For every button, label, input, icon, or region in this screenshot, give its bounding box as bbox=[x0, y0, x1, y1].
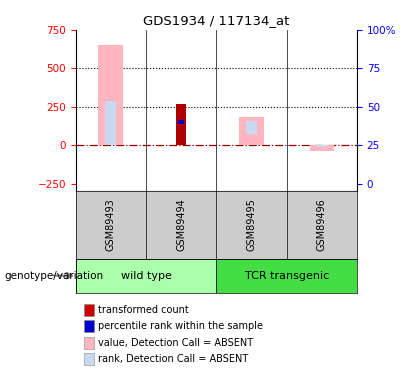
Bar bbox=[317, 145, 327, 147]
Bar bbox=[310, 145, 334, 150]
Text: genotype/variation: genotype/variation bbox=[4, 271, 103, 280]
Text: transformed count: transformed count bbox=[98, 305, 189, 315]
Text: GSM89494: GSM89494 bbox=[176, 199, 186, 251]
Bar bbox=[178, 120, 184, 124]
Text: GSM89493: GSM89493 bbox=[106, 199, 116, 251]
Bar bbox=[84, 320, 94, 332]
Bar bbox=[84, 304, 94, 316]
Bar bbox=[176, 105, 186, 145]
Bar bbox=[239, 117, 264, 145]
Text: GSM89496: GSM89496 bbox=[317, 199, 327, 251]
Text: TCR transgenic: TCR transgenic bbox=[244, 271, 329, 280]
Text: value, Detection Call = ABSENT: value, Detection Call = ABSENT bbox=[98, 338, 253, 348]
Bar bbox=[98, 45, 123, 145]
Text: wild type: wild type bbox=[121, 271, 171, 280]
Title: GDS1934 / 117134_at: GDS1934 / 117134_at bbox=[143, 15, 289, 27]
Bar bbox=[76, 259, 216, 292]
Text: GSM89495: GSM89495 bbox=[247, 199, 257, 251]
Text: percentile rank within the sample: percentile rank within the sample bbox=[98, 321, 263, 331]
Bar bbox=[246, 121, 257, 134]
Bar bbox=[84, 337, 94, 349]
Bar bbox=[105, 100, 116, 145]
Bar bbox=[84, 353, 94, 365]
Text: rank, Detection Call = ABSENT: rank, Detection Call = ABSENT bbox=[98, 354, 248, 364]
Bar bbox=[216, 259, 357, 292]
